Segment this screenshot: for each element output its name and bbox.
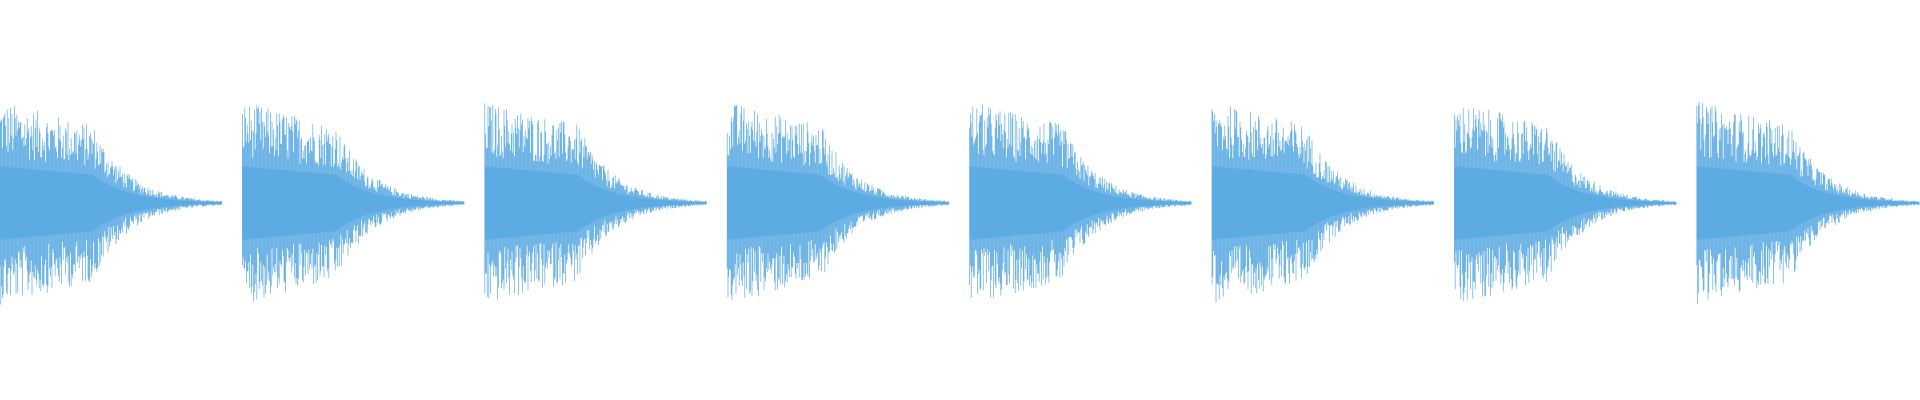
waveform-burst bbox=[1696, 102, 1920, 305]
waveform-burst bbox=[484, 103, 707, 300]
waveform-burst bbox=[1211, 106, 1434, 303]
waveform-core bbox=[1212, 166, 1434, 240]
waveform-burst bbox=[726, 104, 950, 300]
waveform-core bbox=[242, 166, 464, 240]
waveform-core bbox=[484, 166, 707, 240]
waveform-burst bbox=[1454, 108, 1677, 301]
waveform-burst bbox=[0, 106, 222, 305]
waveform-core bbox=[1454, 166, 1676, 240]
waveform-core bbox=[969, 166, 1192, 240]
waveform-core bbox=[0, 166, 222, 240]
waveform-burst bbox=[969, 104, 1192, 298]
waveform-burst bbox=[242, 105, 465, 302]
waveform-core bbox=[727, 166, 949, 240]
